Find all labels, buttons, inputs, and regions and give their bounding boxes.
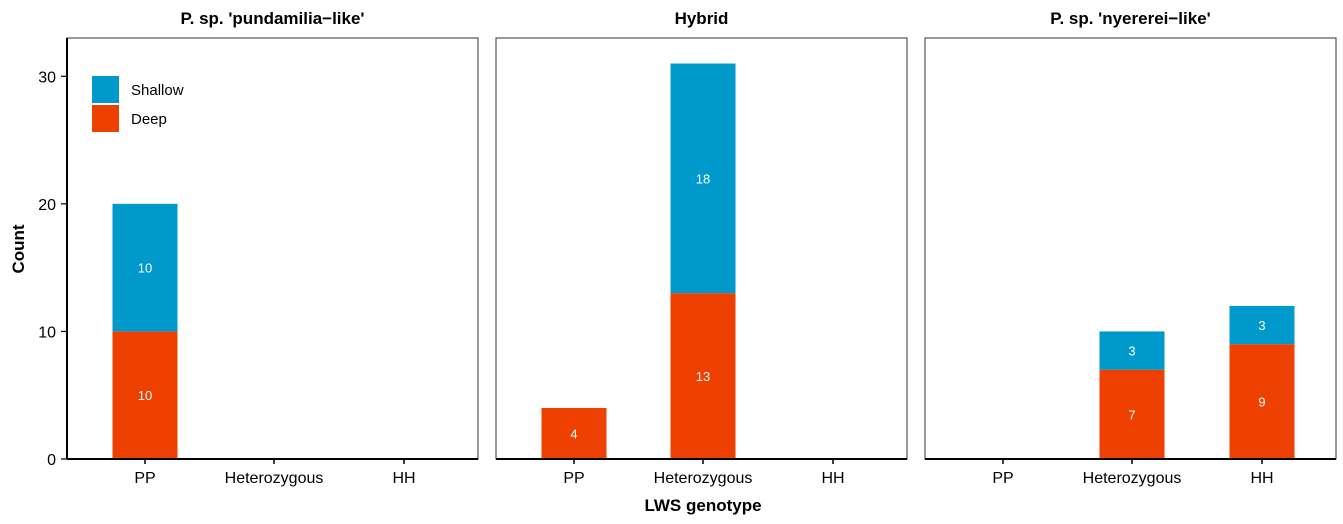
legend-swatch-shallow (92, 76, 119, 103)
x-tick-label: PP (134, 470, 155, 487)
bar-shallow (1099, 331, 1165, 370)
bar-value-label: 7 (1128, 407, 1135, 422)
bar-deep (670, 293, 736, 459)
y-tick-label: 0 (47, 452, 56, 469)
bar-shallow (112, 203, 178, 332)
panel-title: P. sp. 'pundamilia−like' (181, 9, 365, 28)
bar-deep (112, 331, 178, 459)
x-tick-label: Heterozygous (1083, 470, 1182, 487)
x-tick-label: Heterozygous (654, 470, 753, 487)
bar-value-label: 4 (570, 426, 577, 441)
bar-deep (541, 407, 607, 459)
bar-deep (1229, 344, 1295, 459)
x-tick-label: PP (563, 470, 584, 487)
panel-title: Hybrid (675, 9, 729, 28)
x-axis-label: LWS genotype (644, 496, 761, 515)
y-tick-label: 30 (38, 69, 56, 86)
bar-value-label: 3 (1128, 344, 1135, 359)
bar-value-label: 18 (696, 171, 710, 186)
bar-value-label: 9 (1258, 395, 1265, 410)
y-tick-label: 20 (38, 197, 56, 214)
x-tick-label: HH (821, 470, 844, 487)
legend-swatch-deep (92, 105, 119, 132)
x-tick-label: HH (392, 470, 415, 487)
legend-label-deep: Deep (131, 111, 167, 128)
bar-deep (1099, 369, 1165, 459)
bar-value-label: 13 (696, 369, 710, 384)
x-tick-label: HH (1250, 470, 1273, 487)
y-tick-label: 10 (38, 324, 56, 341)
bar-value-label: 3 (1258, 318, 1265, 333)
bar-shallow (670, 63, 736, 294)
bar-value-label: 10 (138, 388, 152, 403)
x-tick-label: PP (992, 470, 1013, 487)
bar-value-label: 10 (138, 261, 152, 276)
panel-title: P. sp. 'nyererei−like' (1050, 9, 1210, 28)
y-axis-label: Count (9, 224, 28, 273)
bar-shallow (1229, 305, 1295, 345)
x-tick-label: Heterozygous (225, 470, 324, 487)
legend-label-shallow: Shallow (131, 82, 184, 99)
